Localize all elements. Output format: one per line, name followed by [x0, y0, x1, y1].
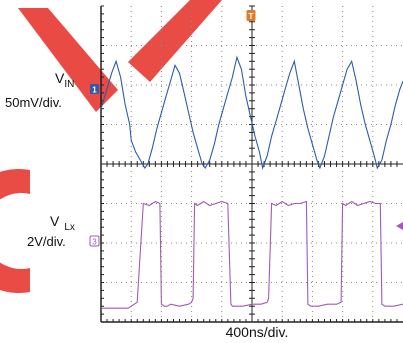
- trigger-level-arrow: [396, 222, 403, 230]
- trigger-marker-label: T: [249, 12, 254, 21]
- trigger-position-marker: T: [246, 10, 256, 21]
- channel-1-marker: 1: [90, 84, 99, 95]
- vin-label: VIN: [55, 70, 74, 90]
- watermark-circle: [0, 169, 30, 293]
- vin-waveform: [100, 55, 403, 170]
- vin-label-sub: IN: [64, 79, 74, 90]
- channel-3-marker-label: 3: [92, 238, 97, 247]
- vlx-label-main: V: [50, 213, 60, 229]
- watermark-stroke-right: [128, 0, 222, 82]
- vlx-label-sub: Lx: [64, 222, 75, 233]
- channel-3-marker-box: [89, 235, 100, 247]
- vin-scale-label: 50mV/div.: [5, 95, 62, 110]
- channel-1-marker-box: [90, 84, 99, 94]
- vlx-scale-label: 2V/div.: [27, 234, 66, 249]
- vlx-label: V Lx: [50, 213, 75, 233]
- time-scale-label: 400ns/div.: [226, 324, 289, 340]
- watermark-graphic: [0, 0, 222, 293]
- scope-grid: [100, 5, 403, 323]
- vlx-waveform: [101, 200, 403, 309]
- channel-1-marker-label: 1: [92, 86, 97, 95]
- trigger-marker-box: [246, 10, 256, 21]
- vin-label-main: V: [55, 70, 65, 86]
- channel-3-marker: 3: [89, 235, 100, 247]
